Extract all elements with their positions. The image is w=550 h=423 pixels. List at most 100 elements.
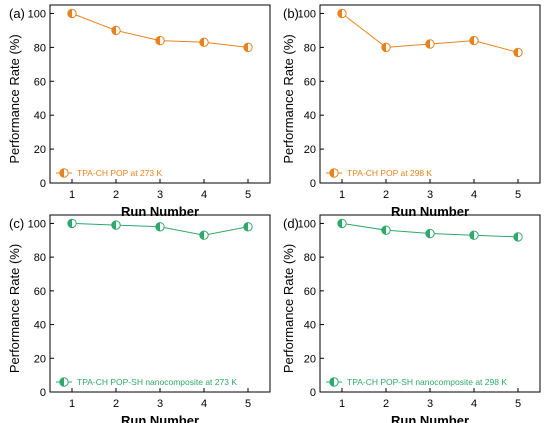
data-point (67, 8, 77, 19)
x-axis-label: Run Number (121, 204, 199, 219)
x-tick-label: 1 (69, 398, 75, 410)
legend-label: TPA-CH POP-SH nanocomposite at 298 K (347, 377, 507, 387)
x-tick-label: 4 (201, 398, 207, 410)
legend-marker-fill (59, 168, 64, 178)
data-point (243, 222, 253, 232)
y-tick-label: 20 (34, 144, 46, 156)
y-tick-label: 0 (40, 178, 46, 190)
data-point (67, 218, 77, 229)
panel-label: (a) (9, 6, 25, 21)
y-tick-label: 40 (304, 110, 316, 122)
y-tick-label: 0 (40, 387, 46, 399)
y-axis-label: Performance Rate (%) (7, 34, 22, 163)
chart-panel-2: 0 20 40 60 80 100 1 2 3 4 5 (b) Run Number Performanc… (281, 4, 541, 219)
plot-frame (49, 4, 271, 184)
y-tick-label: 20 (304, 144, 316, 156)
plot-frame (49, 214, 271, 393)
y-tick-label: 80 (34, 42, 46, 54)
y-tick-label: 100 (298, 8, 316, 20)
data-point-fill (111, 26, 116, 35)
data-point (337, 218, 347, 229)
data-point-fill (155, 36, 160, 45)
x-tick-label: 5 (515, 189, 521, 201)
data-point-fill (67, 9, 72, 18)
data-point (425, 39, 435, 49)
y-tick-label: 60 (34, 286, 46, 298)
y-tick-label: 20 (34, 353, 46, 365)
y-tick-label: 80 (304, 252, 316, 264)
x-tick-label: 1 (339, 398, 345, 410)
legend: TPA-CH POP at 273 K (56, 168, 163, 178)
data-point (111, 25, 121, 36)
data-point-fill (337, 219, 342, 228)
x-tick-label: 4 (471, 398, 477, 410)
data-point (425, 228, 435, 239)
y-tick-label: 100 (28, 218, 46, 230)
x-tick-label: 2 (383, 189, 389, 201)
data-point (381, 42, 391, 53)
data-point (381, 225, 391, 235)
plot-frame (319, 214, 541, 393)
x-tick-label: 5 (515, 398, 521, 410)
y-tick-label: 20 (304, 353, 316, 365)
y-tick-label: 80 (34, 252, 46, 264)
data-point-fill (199, 38, 204, 47)
panel-label: (b) (283, 6, 299, 21)
legend-label: TPA-CH POP at 273 K (77, 168, 163, 178)
data-point-fill (425, 39, 430, 49)
x-tick-label: 5 (245, 189, 251, 201)
chart-panel-3: 0 20 40 60 80 100 1 2 3 4 5 (c) Run Number Performanc… (7, 214, 271, 423)
legend: TPA-CH POP-SH nanocomposite at 273 K (56, 377, 237, 387)
chart-panel-1: 0 20 40 60 80 100 1 2 3 4 5 (a) Run Number Performanc… (7, 4, 271, 219)
x-tick-label: 3 (157, 189, 163, 201)
data-point-fill (67, 219, 72, 228)
legend: TPA-CH POP at 298 K (326, 168, 433, 178)
panel-label: (c) (9, 216, 24, 231)
x-axis-label: Run Number (121, 413, 199, 423)
data-point (155, 35, 165, 46)
y-axis-label: Performance Rate (%) (281, 244, 296, 373)
y-tick-label: 100 (28, 8, 46, 20)
data-point (469, 230, 479, 240)
data-point-fill (243, 222, 248, 231)
data-point (111, 220, 121, 230)
y-tick-label: 0 (310, 178, 316, 190)
x-tick-label: 3 (157, 398, 163, 410)
x-tick-label: 1 (69, 189, 75, 201)
panel-label: (d) (283, 216, 299, 231)
x-tick-label: 1 (339, 189, 345, 201)
data-point (513, 232, 523, 242)
legend-marker-fill (329, 377, 334, 387)
data-point (155, 222, 165, 232)
data-point (243, 42, 253, 53)
data-point-fill (155, 222, 160, 231)
data-point (469, 35, 479, 46)
y-tick-label: 60 (304, 286, 316, 298)
data-point-fill (381, 43, 386, 52)
legend-marker-fill (329, 168, 334, 178)
legend-label: TPA-CH POP-SH nanocomposite at 273 K (77, 377, 237, 387)
data-point (199, 230, 209, 240)
data-point-fill (425, 229, 430, 238)
y-axis-label: Performance Rate (%) (7, 244, 22, 373)
x-tick-label: 5 (245, 398, 251, 410)
x-tick-label: 4 (471, 189, 477, 201)
y-tick-label: 0 (310, 387, 316, 399)
y-tick-label: 40 (34, 110, 46, 122)
y-tick-label: 60 (34, 76, 46, 88)
data-point-fill (469, 231, 474, 240)
x-tick-label: 2 (113, 398, 119, 410)
data-point-fill (513, 48, 518, 57)
legend-marker-fill (59, 377, 64, 387)
data-point (337, 8, 347, 19)
data-point-fill (243, 43, 248, 52)
x-axis-label: Run Number (391, 413, 469, 423)
data-point-fill (469, 36, 474, 45)
data-point-fill (381, 225, 386, 235)
chart-panel-4: 0 20 40 60 80 100 1 2 3 4 5 (d) Run Number Performanc… (281, 214, 541, 423)
x-tick-label: 3 (427, 398, 433, 410)
y-tick-label: 60 (304, 76, 316, 88)
data-point (513, 47, 523, 58)
x-tick-label: 3 (427, 189, 433, 201)
